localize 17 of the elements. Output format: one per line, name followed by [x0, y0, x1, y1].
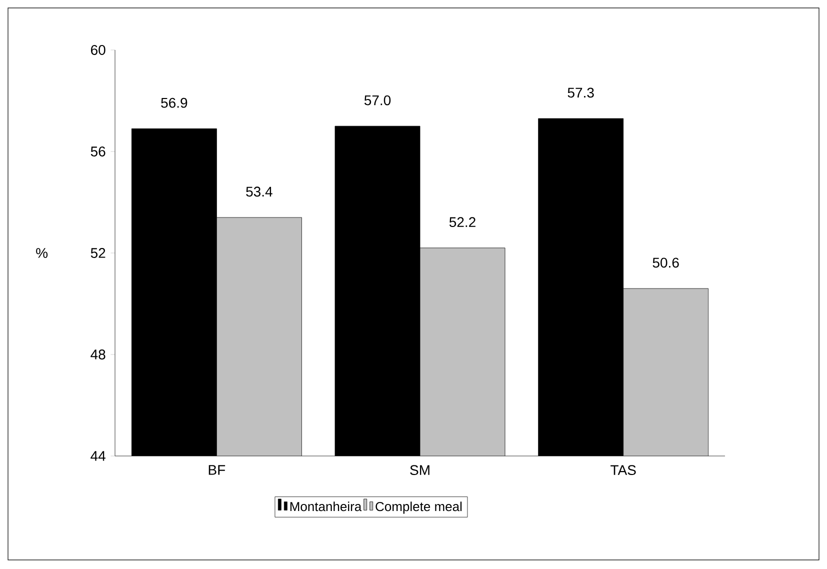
y-axis-title: % [36, 248, 48, 258]
legend-label: Complete meal [376, 502, 462, 514]
y-tick-label: 52 [90, 248, 106, 258]
x-tick-label: SM [410, 465, 430, 476]
data-label: 50.6 [652, 258, 679, 268]
x-tick-label: BF [208, 465, 226, 475]
legend-label: Montanheira [290, 502, 362, 512]
y-tick-label: 56 [90, 146, 106, 156]
y-tick-label: 48 [90, 350, 106, 360]
data-label: 57.0 [364, 95, 391, 106]
data-label: 53.4 [246, 186, 272, 197]
y-tick-label: 44 [90, 451, 106, 461]
x-tick-label: TAS [610, 465, 636, 476]
y-tick-label: 60 [91, 45, 106, 55]
data-label: 56.9 [161, 98, 188, 108]
data-label: 52.2 [449, 217, 476, 228]
data-label: 57.3 [568, 88, 594, 98]
